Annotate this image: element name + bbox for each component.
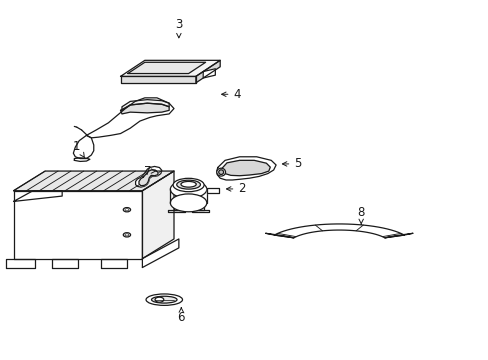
Text: 4: 4	[221, 88, 241, 101]
Ellipse shape	[155, 297, 163, 302]
Ellipse shape	[125, 209, 129, 211]
Text: 3: 3	[175, 18, 182, 38]
Ellipse shape	[176, 180, 200, 189]
Ellipse shape	[216, 168, 225, 176]
Polygon shape	[139, 170, 158, 186]
Polygon shape	[101, 258, 127, 267]
Text: 2: 2	[226, 183, 245, 195]
Text: 8: 8	[357, 206, 364, 224]
Polygon shape	[221, 160, 270, 176]
Polygon shape	[86, 98, 174, 138]
Ellipse shape	[170, 194, 206, 212]
Polygon shape	[167, 210, 185, 212]
Polygon shape	[73, 135, 94, 158]
Ellipse shape	[151, 296, 177, 303]
Polygon shape	[206, 188, 219, 193]
Text: 6: 6	[177, 308, 184, 324]
Polygon shape	[265, 233, 293, 238]
Polygon shape	[122, 100, 169, 111]
Ellipse shape	[170, 180, 206, 198]
Polygon shape	[384, 233, 412, 238]
Polygon shape	[120, 60, 220, 76]
Polygon shape	[196, 60, 220, 83]
Ellipse shape	[218, 170, 223, 175]
Polygon shape	[120, 76, 196, 83]
Polygon shape	[52, 258, 78, 267]
Ellipse shape	[125, 234, 129, 236]
Polygon shape	[198, 198, 203, 210]
Polygon shape	[14, 191, 142, 258]
Ellipse shape	[123, 233, 130, 237]
Polygon shape	[192, 210, 209, 212]
Polygon shape	[142, 239, 179, 267]
Polygon shape	[274, 224, 404, 238]
Polygon shape	[173, 198, 179, 210]
Text: 7: 7	[143, 165, 156, 177]
Polygon shape	[14, 171, 174, 191]
Polygon shape	[120, 103, 169, 114]
Polygon shape	[6, 258, 35, 267]
Ellipse shape	[146, 294, 182, 305]
Polygon shape	[135, 166, 162, 187]
Polygon shape	[14, 191, 62, 202]
Text: 1: 1	[73, 140, 84, 158]
Text: 5: 5	[282, 157, 301, 170]
Ellipse shape	[181, 181, 196, 187]
Polygon shape	[216, 157, 276, 180]
Polygon shape	[203, 69, 215, 78]
Polygon shape	[127, 62, 205, 73]
Ellipse shape	[123, 208, 130, 212]
Polygon shape	[74, 158, 90, 161]
Ellipse shape	[173, 178, 203, 192]
Polygon shape	[142, 171, 174, 258]
